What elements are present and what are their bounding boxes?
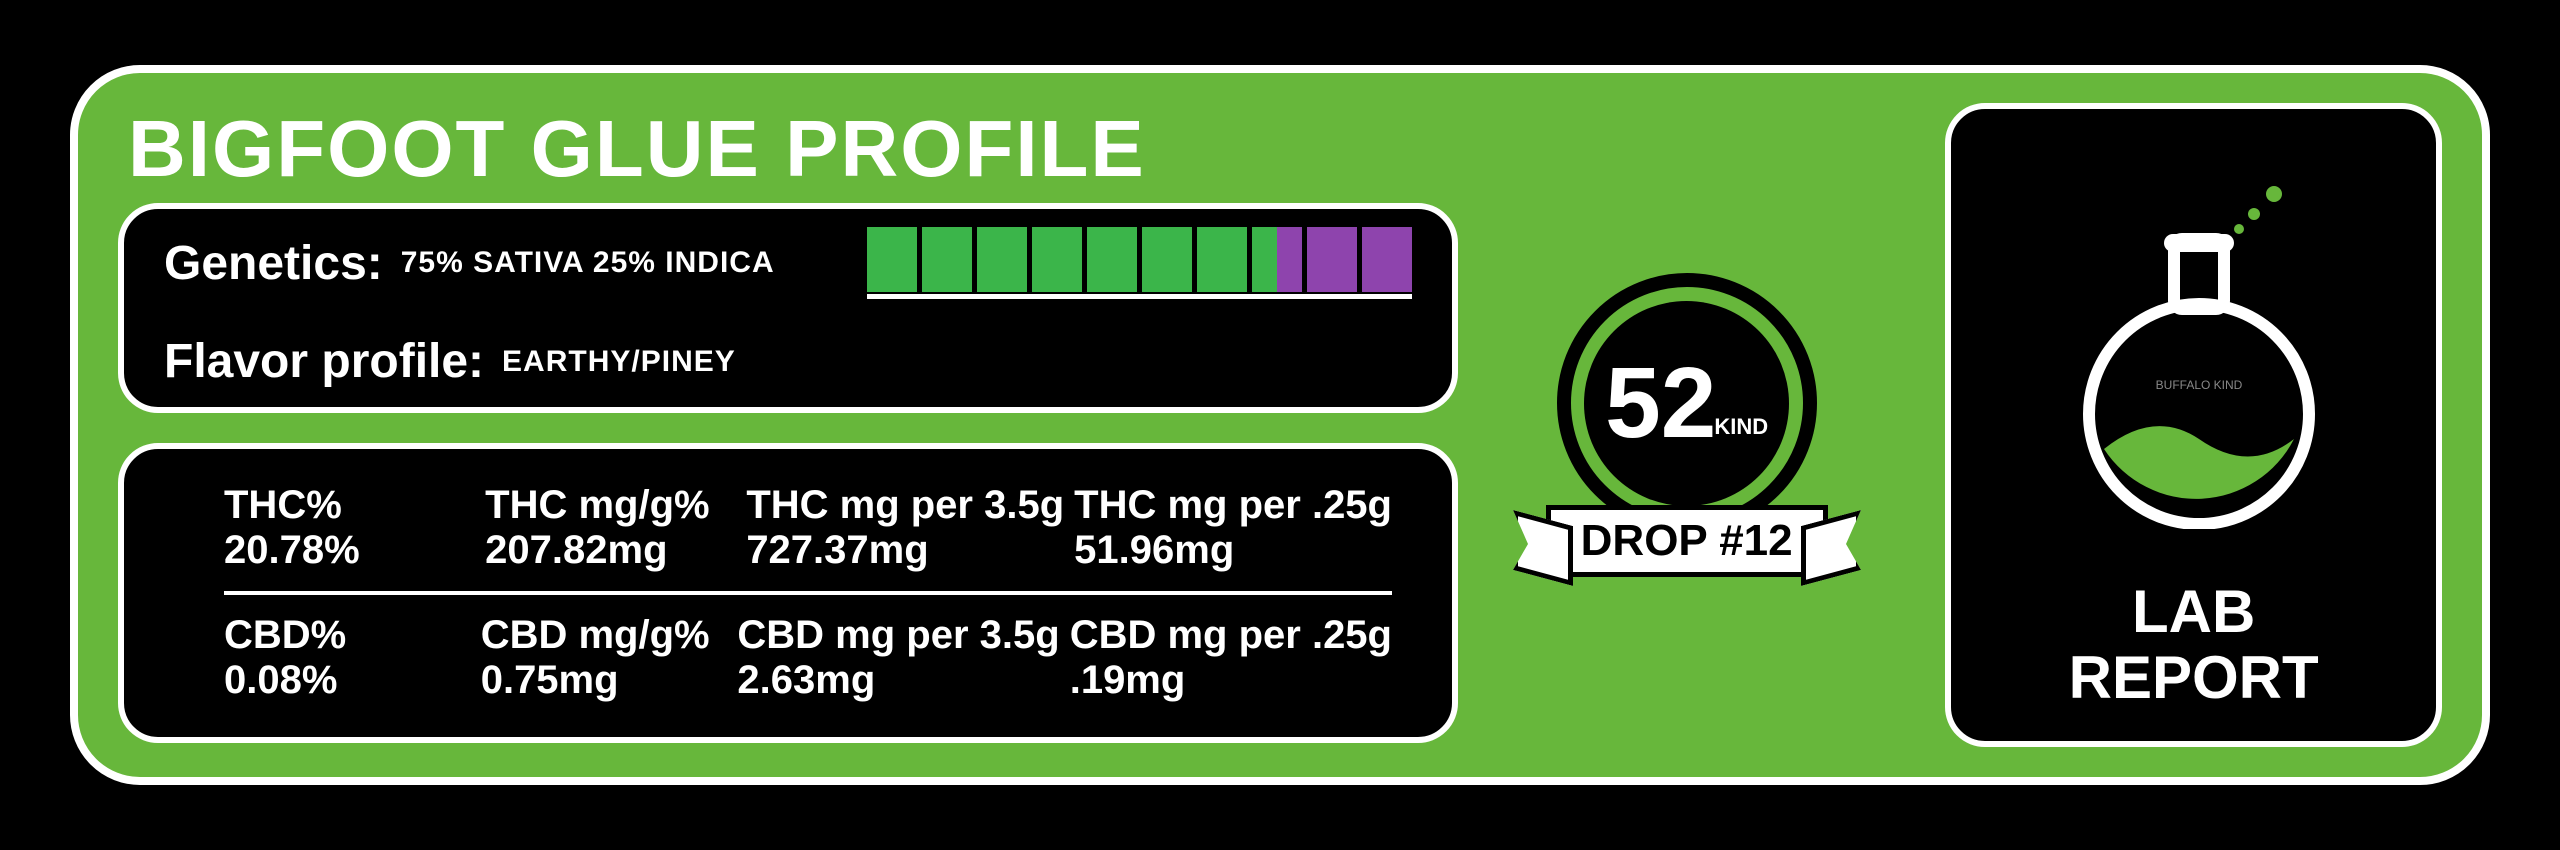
flask-brand-text: BUFFALO KIND	[2155, 378, 2242, 392]
stat-col: CBD mg/g%0.75mg	[481, 613, 728, 703]
lab-line1: LAB	[2069, 579, 2319, 645]
stat-header: THC%	[224, 483, 475, 528]
flavor-row: Flavor profile: EARTHY/PINEY	[164, 334, 1412, 389]
stat-col: THC%20.78%	[224, 483, 475, 573]
profile-panel: Genetics: 75% SATIVA 25% INDICA Flavor p…	[118, 203, 1458, 413]
lab-report-panel: BUFFALO KIND LAB REPORT	[1945, 103, 2442, 747]
stat-col: THC mg per 3.5g727.37mg	[746, 483, 1064, 573]
stat-value: 20.78%	[224, 528, 475, 573]
stat-header: CBD mg/g%	[481, 613, 728, 658]
stat-col: CBD mg per 3.5g2.63mg	[737, 613, 1059, 703]
stat-header: CBD mg per 3.5g	[737, 613, 1059, 658]
stat-value: 0.75mg	[481, 658, 728, 703]
genetics-label: Genetics:	[164, 236, 383, 291]
stat-value: 51.96mg	[1074, 528, 1392, 573]
stat-header: CBD%	[224, 613, 471, 658]
stats-panel: THC%20.78%THC mg/g%207.82mgTHC mg per 3.…	[118, 443, 1458, 743]
flask-icon: BUFFALO KIND	[1971, 139, 2416, 569]
stat-header: CBD mg per .25g	[1070, 613, 1392, 658]
stat-header: THC mg per .25g	[1074, 483, 1392, 528]
stat-value: .19mg	[1070, 658, 1392, 703]
thc-row: THC%20.78%THC mg/g%207.82mgTHC mg per 3.…	[224, 483, 1392, 573]
indica-segment	[1307, 227, 1357, 292]
genetics-row: Genetics: 75% SATIVA 25% INDICA	[164, 227, 1412, 299]
drop-ribbon: DROP #12	[1546, 505, 1828, 577]
stat-value: 2.63mg	[737, 658, 1059, 703]
lab-line2: REPORT	[2069, 645, 2319, 711]
sativa-segment	[867, 227, 917, 292]
sativa-segment	[922, 227, 972, 292]
sativa-segment	[977, 227, 1027, 292]
stat-header: THC mg/g%	[485, 483, 736, 528]
sativa-segment	[1087, 227, 1137, 292]
badge-inner: 52 KIND	[1584, 301, 1789, 506]
split-segment	[1252, 227, 1302, 292]
brand-number: 52	[1605, 353, 1716, 453]
brand-badge: 52 KIND DROP #12	[1498, 103, 1875, 747]
genetics-bar	[867, 227, 1412, 299]
stat-col: CBD mg per .25g.19mg	[1070, 613, 1392, 703]
sativa-segment	[1197, 227, 1247, 292]
sativa-segment	[1032, 227, 1082, 292]
stats-divider	[224, 591, 1392, 595]
stat-value: 207.82mg	[485, 528, 736, 573]
stat-value: 727.37mg	[746, 528, 1064, 573]
lab-report-label: LAB REPORT	[2069, 579, 2319, 711]
stat-col: THC mg per .25g 51.96mg	[1074, 483, 1392, 573]
stat-col: THC mg/g%207.82mg	[485, 483, 736, 573]
cbd-row: CBD%0.08%CBD mg/g%0.75mgCBD mg per 3.5g2…	[224, 613, 1392, 703]
genetics-value: 75% SATIVA 25% INDICA	[401, 246, 775, 280]
flavor-value: EARTHY/PINEY	[502, 345, 736, 379]
left-column: BIGFOOT GLUE PROFILE Genetics: 75% SATIV…	[118, 103, 1458, 747]
badge-circle: 52 KIND	[1557, 273, 1817, 533]
stat-col: CBD%0.08%	[224, 613, 471, 703]
stat-header: THC mg per 3.5g	[746, 483, 1064, 528]
page-title: BIGFOOT GLUE PROFILE	[128, 103, 1458, 195]
indica-segment	[1362, 227, 1412, 292]
brand-suffix: KIND	[1714, 416, 1768, 438]
flavor-label: Flavor profile:	[164, 334, 484, 389]
profile-card: BIGFOOT GLUE PROFILE Genetics: 75% SATIV…	[70, 65, 2490, 785]
badge-number: 52 KIND	[1605, 353, 1768, 453]
sativa-segment	[1142, 227, 1192, 292]
stat-value: 0.08%	[224, 658, 471, 703]
